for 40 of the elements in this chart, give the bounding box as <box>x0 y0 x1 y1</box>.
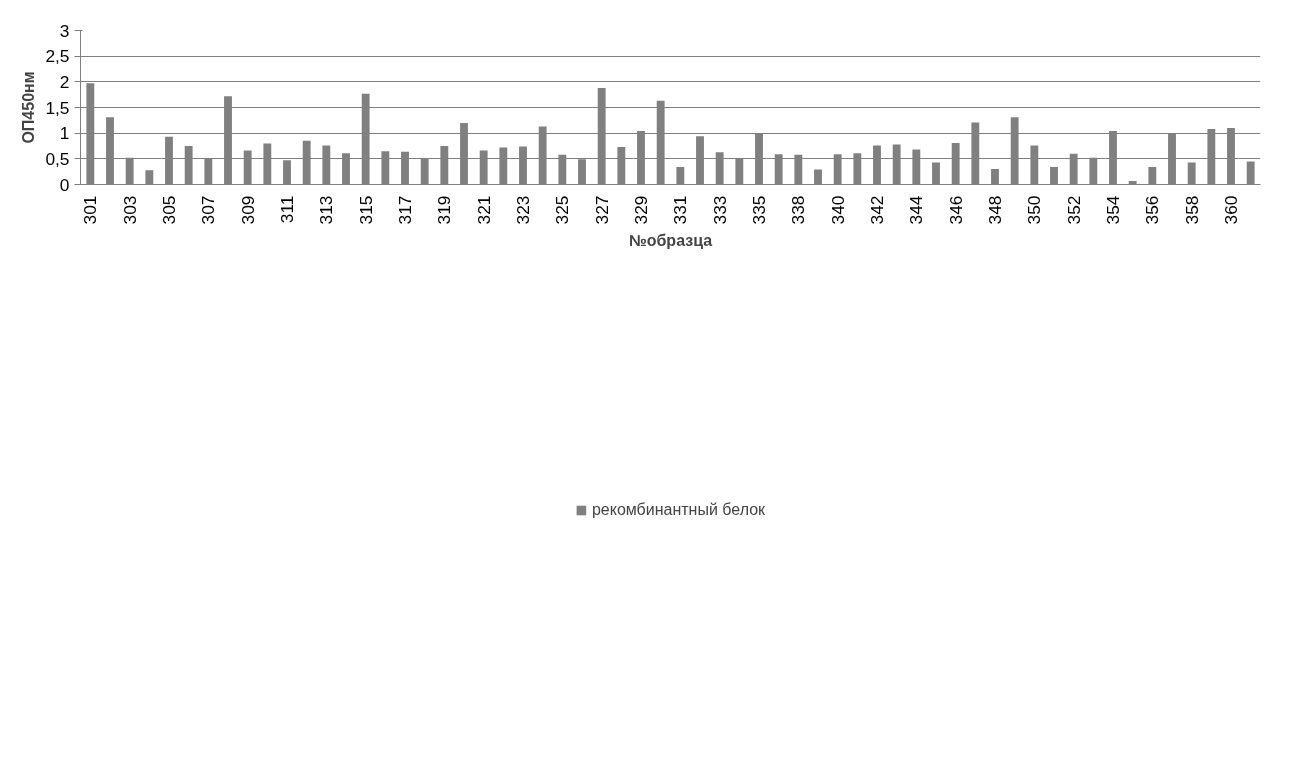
x-tick-label: 348 <box>985 195 1005 225</box>
y-tick-label: 0 <box>59 174 70 195</box>
x-tick-label: 333 <box>709 195 730 225</box>
y-tick-label: 0,5 <box>45 148 70 169</box>
y-tick-label: 1 <box>59 123 70 144</box>
x-axis-title: №образца <box>628 232 713 250</box>
y-tick-label: 2 <box>59 71 70 92</box>
x-tick-label: 323 <box>513 195 533 225</box>
x-tick-label: 313 <box>316 195 337 225</box>
x-tick-label: 305 <box>159 195 179 225</box>
x-tick-label: 309 <box>237 195 258 225</box>
x-tick-label: 356 <box>1142 195 1163 225</box>
y-tick-label: 3 <box>59 20 70 41</box>
y-tick-label: 1,5 <box>45 97 70 118</box>
x-tick-label: 360 <box>1221 195 1241 225</box>
x-tick-label: 354 <box>1103 195 1123 225</box>
x-tick-label: 325 <box>552 195 573 225</box>
legend-label: рекомбинантный белок <box>591 501 766 519</box>
x-tick-label: 338 <box>788 195 809 225</box>
x-tick-label: 301 <box>80 195 101 225</box>
y-tick-label: 2,5 <box>45 46 70 67</box>
x-tick-label: 327 <box>591 195 612 225</box>
x-tick-label: 311 <box>277 195 297 224</box>
x-tick-label: 303 <box>119 195 140 225</box>
x-tick-label: 340 <box>827 195 848 225</box>
x-tick-label: 352 <box>1063 195 1084 225</box>
x-tick-label: 321 <box>473 195 494 225</box>
x-tick-label: 350 <box>1024 195 1045 225</box>
x-tick-label: 317 <box>395 195 415 225</box>
x-tick-label: 315 <box>355 195 376 225</box>
x-tick-label: 331 <box>670 195 691 225</box>
x-tick-label: 358 <box>1181 195 1202 225</box>
x-tick-label: 307 <box>198 195 219 225</box>
x-tick-label: 319 <box>434 195 455 225</box>
x-tick-label: 346 <box>945 195 966 225</box>
x-tick-label: 344 <box>906 195 927 225</box>
x-tick-label: 329 <box>631 195 651 225</box>
x-tick-label: 342 <box>867 195 887 225</box>
x-tick-label: 335 <box>749 195 769 225</box>
y-axis-title: ОП450нм <box>20 71 38 144</box>
